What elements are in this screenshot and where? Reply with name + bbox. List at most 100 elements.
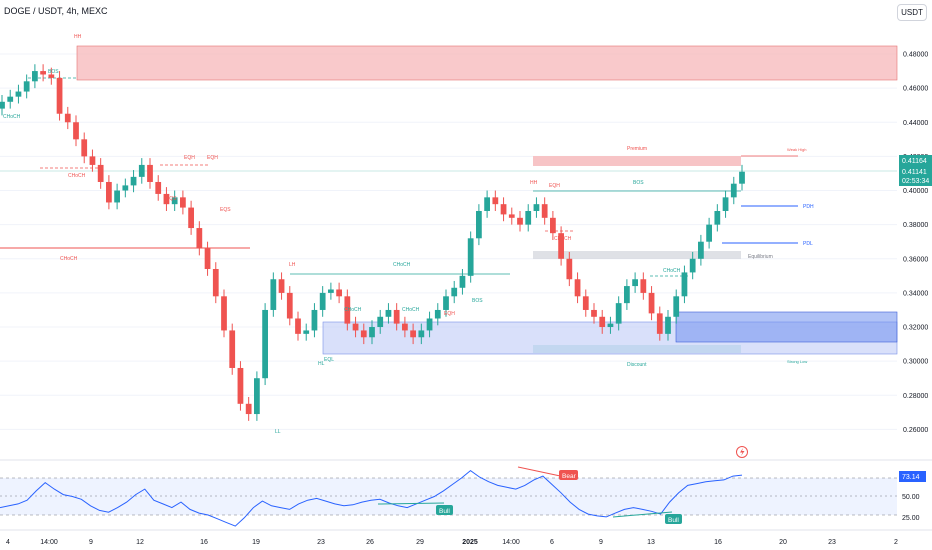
time-axis-label: 14:00 — [40, 539, 58, 546]
label-bos-left: BOS — [48, 69, 59, 75]
candle-body — [665, 316, 671, 334]
price-axis-label: 0.36000 — [903, 256, 928, 263]
label-eql: EQL — [324, 357, 334, 363]
label-pdh: PDH — [803, 204, 814, 210]
candle-body — [525, 210, 532, 225]
rsi-value-text: 73.14 — [902, 474, 920, 481]
candle-body — [730, 183, 737, 198]
bull-badge-1-label: Bull — [439, 508, 450, 515]
rsi-axis-50: 50.00 — [902, 494, 920, 501]
price-axis-label: 0.48000 — [903, 52, 928, 59]
candle-body — [402, 323, 408, 331]
bull-badge-1 — [436, 505, 453, 515]
candle-body — [369, 327, 375, 338]
label-eqs-2: EQS — [220, 207, 231, 213]
candle-body — [254, 378, 260, 415]
candle-body — [640, 279, 647, 293]
bull-divergence-line-1 — [377, 502, 445, 505]
candle-body — [434, 309, 441, 319]
candle-body — [739, 171, 745, 184]
rsi-value-tag — [899, 471, 926, 482]
smc-labels: HH BOS CHoCH CHoCH CHoCH EQH EQH EQS EQS… — [3, 34, 814, 435]
currency-button[interactable]: USDT — [897, 4, 927, 21]
candle-body — [130, 176, 137, 186]
candle-body — [443, 296, 449, 310]
label-choch-red: CHoCH — [60, 256, 78, 262]
label-choch-s1: CHoCH — [344, 307, 362, 313]
candle-body — [204, 248, 211, 270]
lightning-icon — [740, 448, 745, 456]
time-axis-label: 4 — [6, 539, 10, 546]
demand-zone-recent — [675, 311, 898, 343]
time-axis-label: 16 — [714, 539, 722, 546]
price-axis-label: 0.30000 — [903, 359, 928, 366]
candle-body — [451, 287, 458, 297]
time-axis-label: 2025 — [462, 539, 478, 546]
candle-body — [64, 113, 71, 123]
candle-body — [155, 181, 162, 194]
candle-body — [328, 289, 334, 293]
label-choch-right-red: CHoCH — [554, 236, 572, 242]
candle-body — [706, 224, 712, 242]
label-choch-a: CHoCH — [3, 114, 21, 120]
candle-body — [385, 309, 392, 317]
supply-zone — [76, 45, 898, 81]
symbol-title[interactable]: DOGE / USDT, 4h, MEXC — [4, 6, 108, 16]
label-lh: LH — [289, 262, 296, 268]
price-axis-label: 0.28000 — [903, 393, 928, 400]
candle-body — [418, 330, 425, 338]
bull-badge-2 — [665, 514, 682, 524]
candle-body — [632, 279, 638, 287]
price-tag-current-text: 0.41141 — [902, 169, 927, 176]
candle-body — [56, 77, 63, 114]
candle-body — [97, 164, 104, 182]
candle-body — [262, 309, 268, 379]
candle-body — [599, 316, 606, 328]
candle-body — [558, 233, 564, 259]
candle-body — [180, 197, 186, 208]
time-axis-label: 20 — [779, 539, 787, 546]
candle-body — [393, 309, 400, 324]
time-axis[interactable]: 4 14:00 9 12 16 19 23 26 29 2025 14:00 6 9 13 16 20 23 2 — [6, 539, 898, 546]
candle-body — [23, 81, 30, 92]
bear-badge-label: Bear — [562, 473, 577, 480]
candle-body — [237, 367, 244, 404]
time-axis-label: 9 — [599, 539, 603, 546]
price-axis-label: 0.26000 — [903, 427, 928, 434]
label-choch-s2: CHoCH — [402, 307, 420, 313]
candle-body — [7, 96, 14, 102]
time-axis-label: 13 — [647, 539, 655, 546]
price-axis-label: 0.40000 — [903, 188, 928, 195]
price-axis-label: 0.46000 — [903, 86, 928, 93]
candle-body — [624, 286, 630, 304]
candle-body — [648, 292, 655, 314]
candle-body — [689, 258, 696, 273]
candle-body — [311, 309, 318, 331]
candle-body — [541, 204, 548, 218]
price-tag-last — [899, 155, 932, 166]
bull-badge-2-label: Bull — [668, 517, 679, 524]
label-strong-low: Strong Low — [787, 359, 807, 364]
candle-body — [48, 74, 55, 78]
time-axis-label: 29 — [416, 539, 424, 546]
time-axis-label: 9 — [89, 539, 93, 546]
candle-body — [188, 207, 194, 229]
candle-body — [221, 296, 227, 331]
candle-body — [476, 210, 482, 239]
candle-body — [73, 122, 79, 140]
label-choch-b: CHoCH — [68, 173, 86, 179]
price-axis-label: 0.32000 — [903, 325, 928, 332]
candle-body — [591, 309, 597, 317]
price-axis-label: 0.34000 — [903, 290, 928, 297]
price-axis[interactable]: 0.480000.460000.440000.420000.400000.380… — [903, 52, 928, 434]
candle-body — [147, 164, 153, 182]
label-hl: HL — [318, 361, 325, 367]
candle-body — [582, 296, 589, 310]
candle-body — [500, 204, 507, 215]
candles — [0, 64, 745, 421]
candle-body — [508, 214, 515, 218]
candle-body — [492, 197, 499, 205]
label-equilibrium: Equilibrium — [748, 254, 773, 260]
